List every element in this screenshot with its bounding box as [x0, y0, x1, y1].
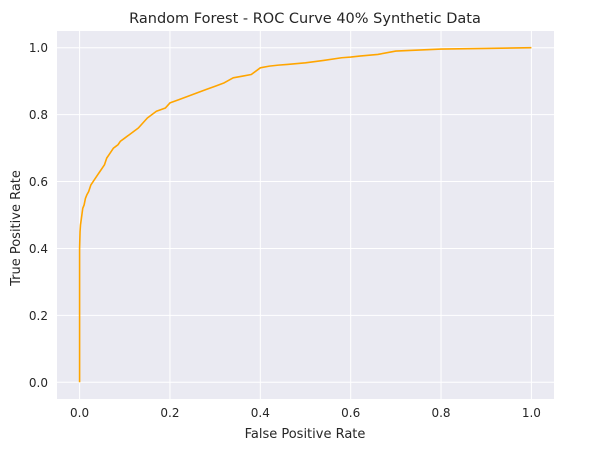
x-axis-label: False Positive Rate: [245, 427, 366, 442]
plot-area: [57, 31, 554, 399]
y-tick-label: 0.2: [29, 309, 48, 323]
y-tick-label: 0.4: [29, 242, 48, 256]
y-tick-label: 1.0: [29, 41, 48, 55]
y-axis-label: True Positive Rate: [9, 170, 24, 287]
y-tick-label: 0.8: [29, 108, 48, 122]
x-tick-label: 0.6: [341, 406, 360, 420]
x-tick-labels: 0.0 0.2 0.4 0.6 0.8 1.0: [70, 406, 541, 420]
series-group: [78, 46, 532, 383]
x-tick-label: 0.4: [251, 406, 270, 420]
y-tick-label: 0.6: [29, 175, 48, 189]
x-tick-label: 0.2: [160, 406, 179, 420]
y-tick-labels: 0.0 0.2 0.4 0.6 0.8 1.0: [29, 41, 48, 390]
grid-lines: [57, 31, 554, 399]
roc-curve-line: [78, 46, 532, 383]
y-tick-label: 0.0: [29, 376, 48, 390]
x-tick-label: 0.8: [431, 406, 450, 420]
x-tick-label: 1.0: [522, 406, 541, 420]
x-tick-label: 0.0: [70, 406, 89, 420]
chart-title: Random Forest - ROC Curve 40% Synthetic …: [129, 11, 481, 27]
